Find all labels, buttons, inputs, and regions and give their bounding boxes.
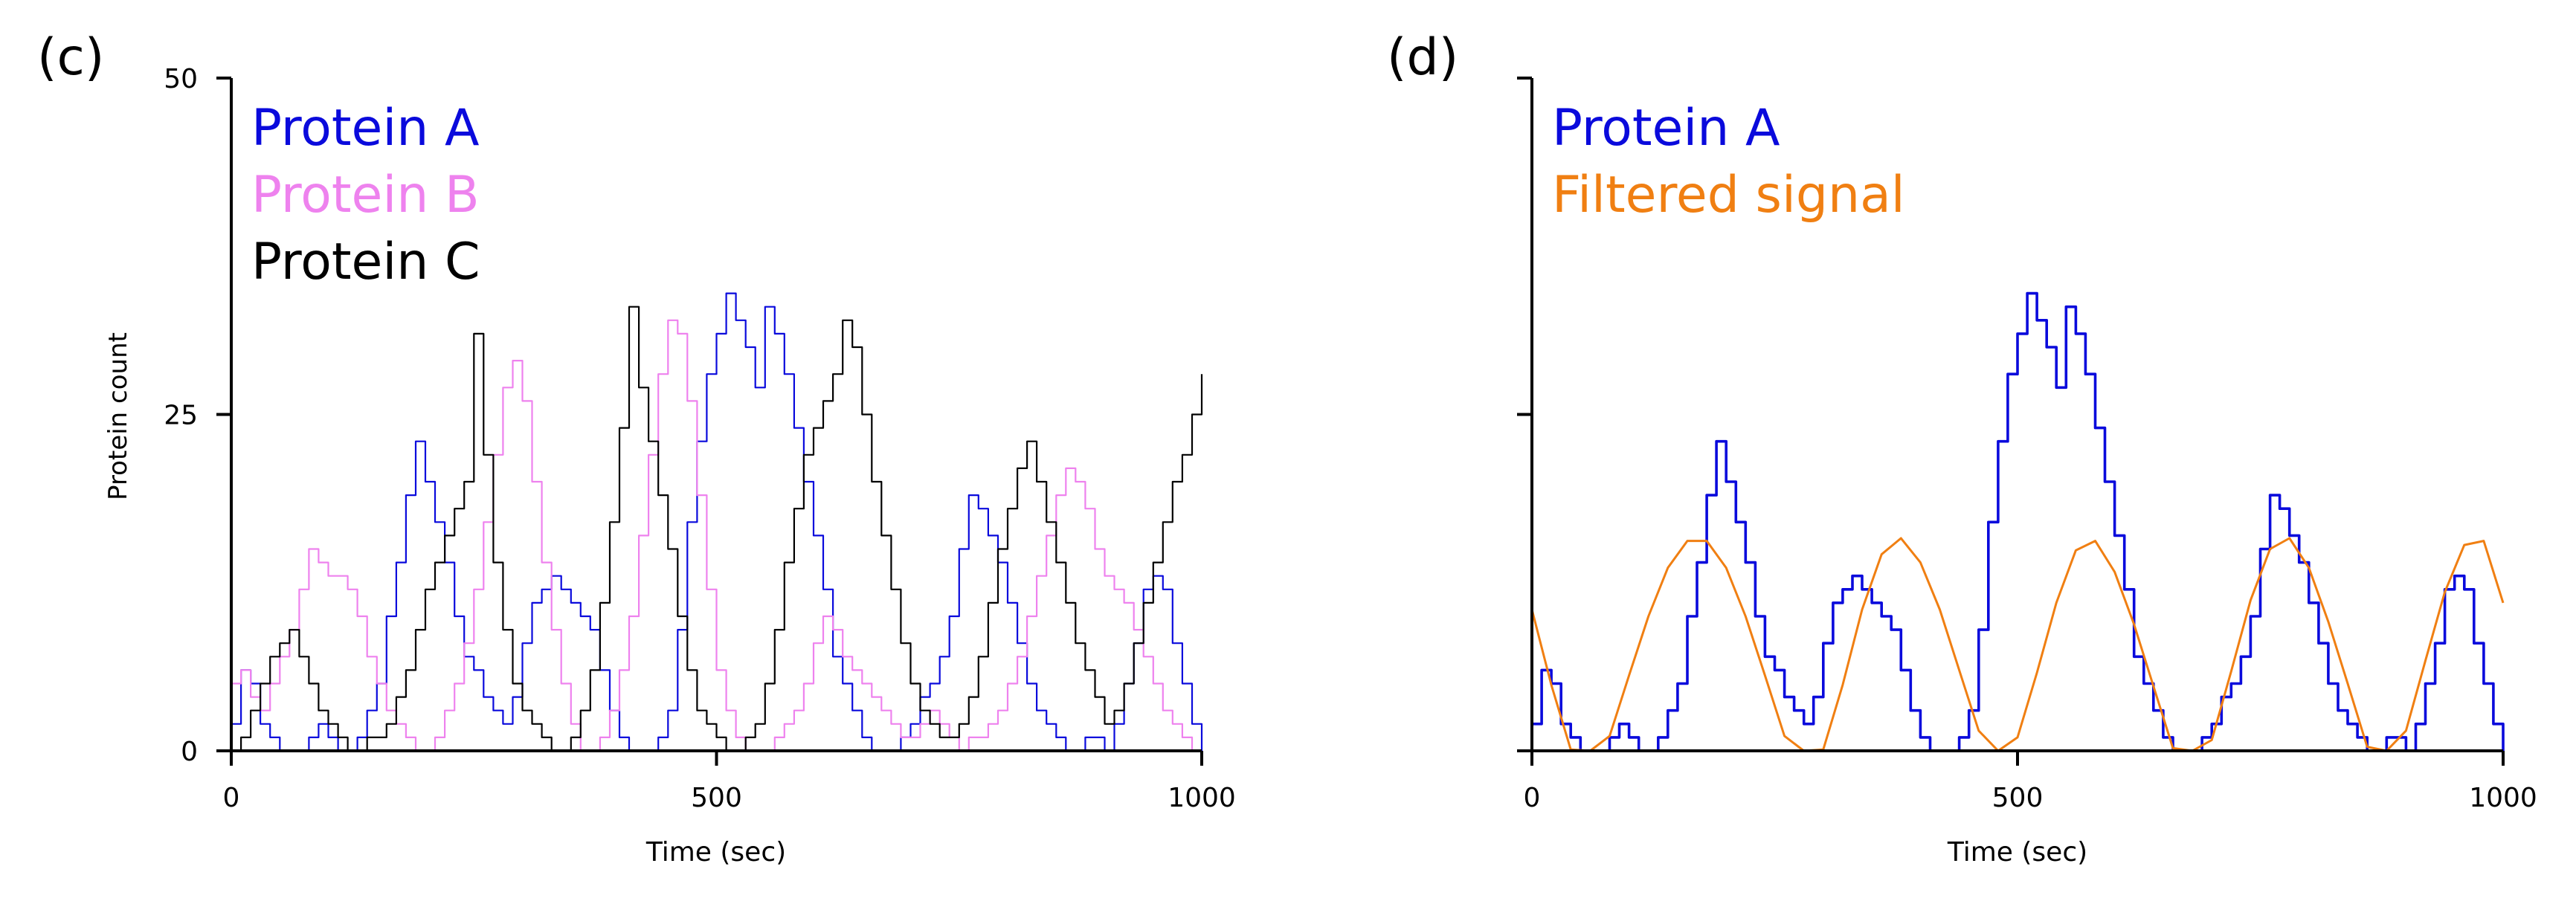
legend-protein-c-c: Protein C <box>251 233 480 291</box>
x-tick-label-d-1: 500 <box>1992 783 2044 813</box>
series-protein-c-line-c <box>231 306 1203 752</box>
x-tick-label-c-1: 500 <box>691 783 742 813</box>
y-tick-label-c-0: 0 <box>181 737 198 767</box>
series-filtered-signal-line-d <box>1530 537 2505 752</box>
panel-label-c: (c) <box>37 28 104 87</box>
legend-protein-a-c: Protein A <box>251 99 480 158</box>
x-tick-label-d-2: 1000 <box>2469 783 2537 813</box>
y-tick-label-c-1: 25 <box>164 401 198 431</box>
panel-label-d: (d) <box>1387 28 1458 87</box>
legend-protein-b-c: Protein B <box>251 166 480 225</box>
series-protein-a-line-d <box>1532 291 2505 752</box>
x-axis-label-c: Time (sec) <box>645 837 786 868</box>
legend-protein-a-d: Protein A <box>1552 99 1780 158</box>
plot-c-series <box>231 292 1203 752</box>
legend-filtered-signal-d: Filtered signal <box>1552 166 1905 225</box>
x-tick-label-d-0: 0 <box>1524 783 1541 813</box>
panel-d: (d) 0 500 1000 Time (sec) Protein A Filter… <box>1387 28 2537 868</box>
y-tick-label-c-2: 50 <box>164 64 198 94</box>
x-axis-label-d: Time (sec) <box>1947 837 2087 868</box>
ticks-d: 0 500 1000 <box>1517 77 2537 813</box>
series-protein-a-line-c <box>231 292 1203 752</box>
y-axis-label-c: Protein count <box>103 332 133 500</box>
ticks-c: 0 500 1000 0 25 50 <box>164 64 1236 813</box>
x-tick-label-c-2: 1000 <box>1168 783 1236 813</box>
panel-c: (c) 0 500 1000 0 25 50 Protein count Time (se… <box>37 28 1236 868</box>
x-tick-label-c-0: 0 <box>223 783 240 813</box>
plot-d-series <box>1530 291 2505 752</box>
